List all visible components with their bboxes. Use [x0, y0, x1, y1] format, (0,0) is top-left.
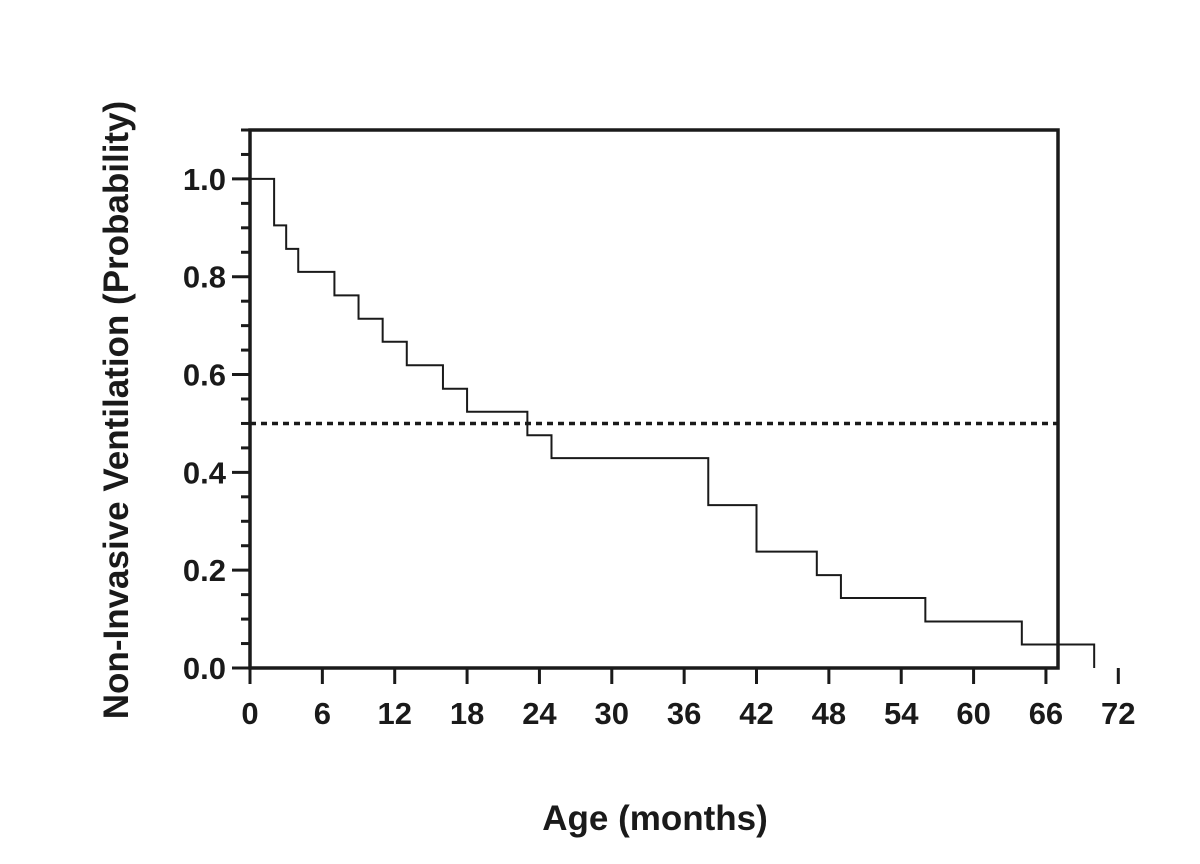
- x-tick-label: 0: [241, 696, 258, 731]
- y-tick-label: 0.0: [183, 651, 226, 686]
- y-tick-label: 0.8: [183, 260, 226, 295]
- x-tick-label: 42: [739, 696, 773, 731]
- x-tick-label: 36: [667, 696, 701, 731]
- plot-frame: [248, 128, 1060, 670]
- tick-labels: 0.0 0.2 0.4 0.6 0.8 1.0 0 6 12 18 24 30 36 42 48 54 60 66…: [183, 162, 1136, 731]
- x-axis-ticks: [248, 668, 1120, 684]
- plot-area: [248, 128, 1096, 670]
- x-tick-label: 66: [1029, 696, 1063, 731]
- y-tick-label: 0.4: [183, 455, 227, 490]
- y-tick-label: 1.0: [183, 162, 226, 197]
- survival-step-line: [250, 177, 1096, 668]
- x-tick-label: 30: [595, 696, 629, 731]
- y-tick-label: 0.2: [183, 553, 226, 588]
- y-axis-title: Non-Invasive Ventilation (Probability): [97, 101, 136, 719]
- y-tick-label: 0.6: [183, 358, 226, 393]
- x-tick-label: 6: [314, 696, 331, 731]
- x-tick-label: 54: [884, 696, 919, 731]
- x-tick-label: 24: [522, 696, 557, 731]
- x-tick-label: 48: [812, 696, 846, 731]
- y-axis-ticks: [232, 128, 250, 670]
- x-axis-title: Age (months): [542, 799, 768, 838]
- x-tick-label: 72: [1101, 696, 1135, 731]
- x-tick-label: 18: [450, 696, 484, 731]
- x-tick-label: 60: [956, 696, 990, 731]
- x-tick-label: 12: [377, 696, 411, 731]
